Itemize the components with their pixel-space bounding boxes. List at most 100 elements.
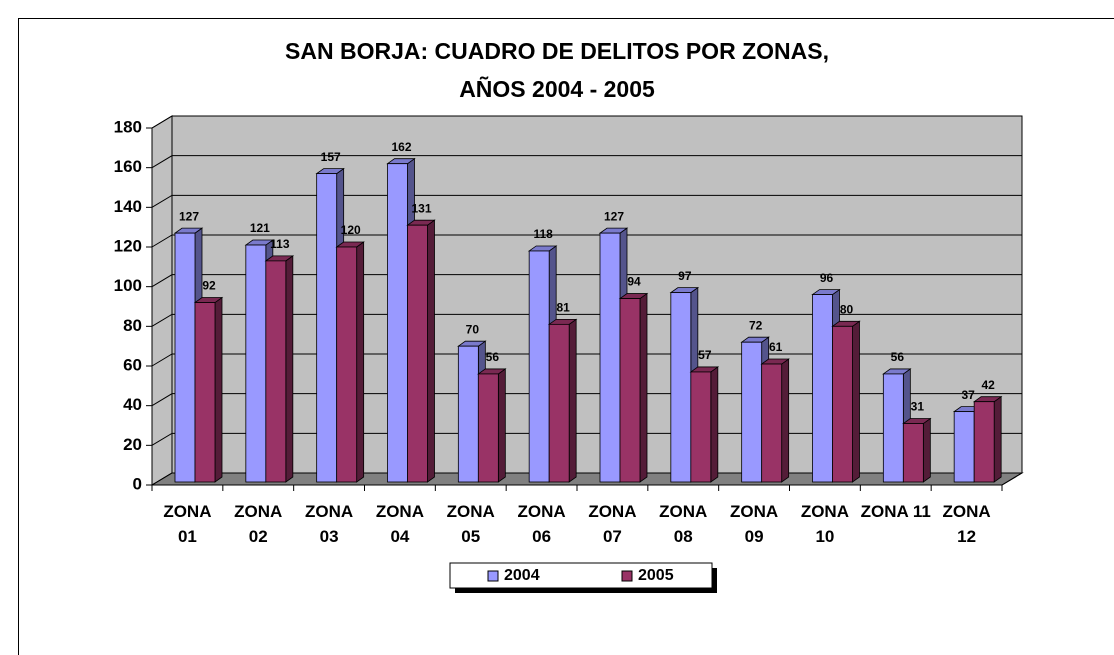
x-tick-label: ZONA 07 [588, 502, 637, 546]
x-tick-label: ZONA 12 [942, 502, 991, 546]
bar-face [852, 320, 860, 483]
bar-face [922, 417, 931, 483]
bar [689, 366, 720, 483]
grid-line [151, 353, 1022, 367]
grid-line [151, 194, 1022, 208]
bar-face [568, 318, 577, 483]
data-label: 97 [678, 269, 692, 283]
y-tick-label: 160 [114, 157, 142, 176]
bar [760, 358, 790, 483]
bar-face [741, 341, 763, 483]
bar-face [265, 260, 287, 483]
bar-face [993, 395, 1002, 483]
data-label: 162 [391, 140, 411, 154]
data-label: 127 [179, 209, 199, 223]
bar-face [710, 366, 719, 483]
bar-face [690, 371, 712, 483]
legend-swatch [621, 570, 633, 582]
bar-face [407, 224, 428, 483]
bar [831, 320, 861, 483]
y-tick-label: 0 [133, 474, 142, 493]
bar-face [528, 250, 550, 483]
side-wall [151, 115, 173, 486]
data-label: 157 [321, 150, 341, 164]
y-tick-label: 40 [123, 395, 142, 414]
bar-face [356, 241, 365, 483]
legend-label: 2004 [504, 567, 540, 584]
data-label: 118 [533, 227, 553, 241]
data-label: 61 [769, 340, 783, 354]
bar-face [953, 411, 975, 483]
x-tick-label: ZONA 06 [517, 502, 566, 546]
bar [264, 255, 295, 483]
grid-line [151, 472, 1022, 486]
bar-face [832, 325, 853, 483]
y-tick-label: 60 [123, 355, 142, 374]
data-label: 37 [961, 388, 975, 402]
bar [477, 368, 507, 483]
y-tick-label: 20 [123, 435, 142, 454]
data-label: 56 [486, 350, 500, 364]
x-tick-label: ZONA 03 [304, 502, 354, 546]
data-label: 121 [250, 221, 270, 235]
bar-face [639, 292, 648, 483]
y-tick-label: 100 [114, 276, 142, 295]
bar-face [670, 292, 692, 483]
x-tick-label: ZONA 10 [800, 502, 849, 546]
data-label: 80 [840, 303, 854, 317]
data-label: 56 [891, 350, 905, 364]
bar-face [457, 345, 479, 483]
bar [902, 417, 932, 483]
bar-face [882, 373, 904, 483]
y-tick-label: 180 [114, 117, 142, 136]
data-label: 96 [820, 271, 834, 285]
grid-line [151, 155, 1022, 169]
data-label: 81 [556, 301, 570, 315]
data-label: 94 [627, 275, 641, 289]
bar-face [245, 244, 267, 483]
bar-face [214, 296, 223, 483]
bar-face [619, 298, 641, 483]
y-tick-label: 120 [114, 236, 142, 255]
data-label: 113 [270, 237, 290, 251]
bar-face [387, 163, 408, 483]
y-tick-label: 140 [114, 197, 142, 216]
bar [193, 296, 224, 483]
x-tick-label: ZONA 05 [446, 502, 495, 546]
data-label: 120 [341, 223, 361, 237]
grid-line [151, 432, 1022, 446]
bar-face [761, 363, 783, 483]
x-tick-label: ZONA 08 [659, 502, 708, 546]
floor-edge [1001, 472, 1023, 486]
bar-face [812, 294, 833, 483]
grid-line [151, 234, 1022, 248]
grid-line [151, 274, 1022, 288]
bar-face [548, 323, 570, 483]
bar-face [285, 255, 294, 483]
bar-face [427, 219, 435, 483]
bar-face [781, 358, 790, 483]
grid-line [151, 313, 1022, 327]
data-label: 57 [698, 348, 712, 362]
bar-face [316, 173, 338, 483]
bar-face [599, 232, 621, 483]
data-label: 70 [466, 322, 480, 336]
bar-face [194, 302, 216, 483]
bar-face [902, 423, 924, 483]
data-label: 127 [604, 209, 624, 223]
frame [18, 18, 1114, 655]
x-tick-label: ZONA 01 [163, 502, 212, 546]
grid-line [151, 393, 1022, 407]
bar-face [174, 232, 196, 483]
chart-title: SAN BORJA: CUADRO DE DELITOS POR ZONAS, … [285, 38, 829, 102]
y-tick-label: 80 [123, 316, 142, 335]
x-tick-label: ZONA 11 [860, 502, 931, 521]
bar [972, 395, 1003, 483]
bar-face [336, 246, 358, 483]
bar-face [973, 401, 995, 483]
legend-label: 2005 [638, 567, 674, 584]
grid-line [151, 115, 1022, 129]
legend-swatch [487, 570, 499, 582]
